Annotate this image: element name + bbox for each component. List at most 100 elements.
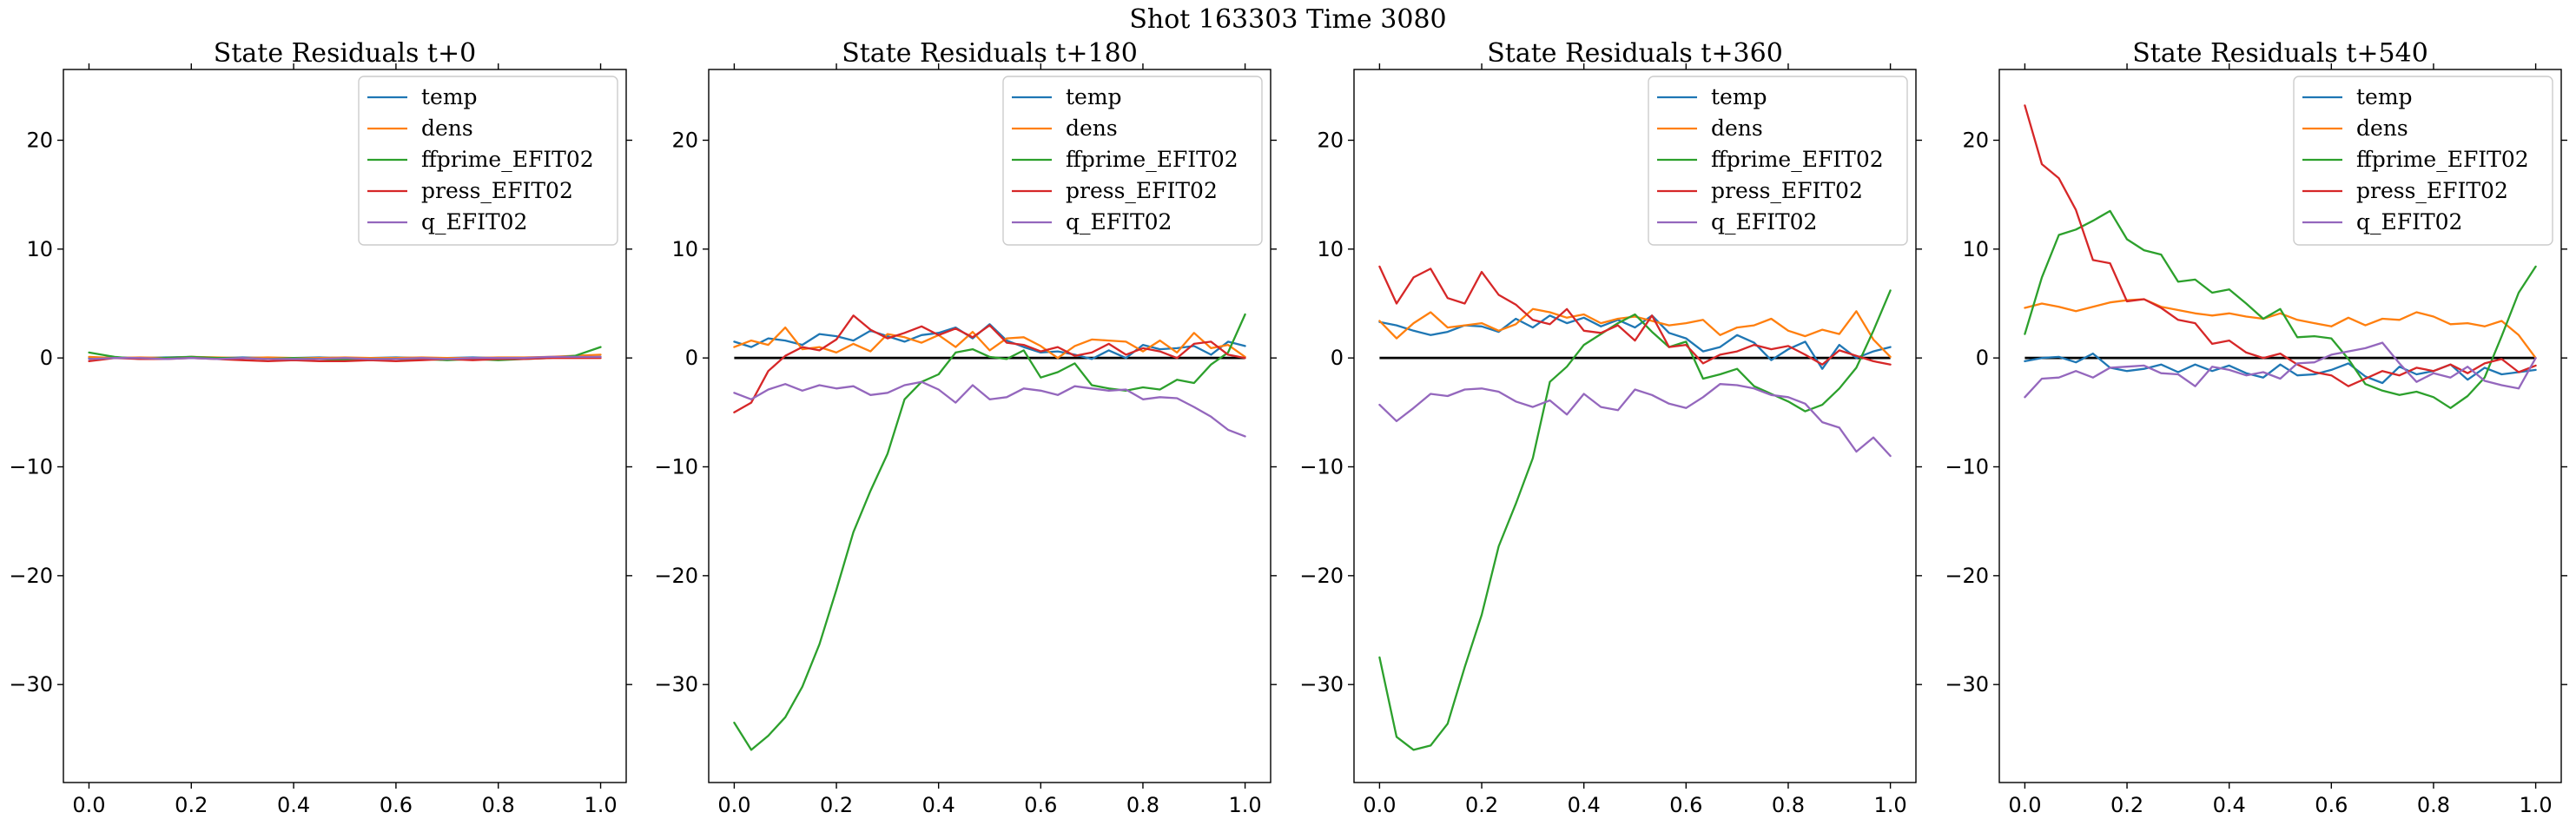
- x-tick-label: 0.0: [717, 793, 750, 817]
- figure-suptitle: Shot 163303 Time 3080: [1129, 4, 1446, 35]
- y-tick-label: 20: [1317, 128, 1344, 152]
- legend-label-temp: temp: [421, 84, 478, 109]
- x-tick-label: 1.0: [1229, 793, 1262, 817]
- legend-label-q-efit02: q_EFIT02: [1711, 209, 1817, 234]
- axes-frame: [1998, 69, 2562, 783]
- legend-label-q-efit02: q_EFIT02: [2356, 209, 2462, 234]
- legend-label-dens: dens: [2356, 116, 2408, 141]
- x-tick-label: 0.6: [380, 793, 413, 817]
- legend-label-press-efit02: press_EFIT02: [421, 178, 573, 203]
- x-tick-label: 1.0: [2520, 793, 2553, 817]
- series-line-dens: [1378, 307, 1892, 359]
- legend-label-temp: temp: [1711, 84, 1767, 109]
- axes-frame: [63, 69, 627, 783]
- x-tick-label: 0.4: [922, 793, 955, 817]
- y-tick-label: −30: [1299, 672, 1344, 697]
- y-tick-label: 0: [1331, 346, 1344, 370]
- y-tick-label: −20: [654, 564, 698, 588]
- legend-label-q-efit02: q_EFIT02: [421, 209, 527, 234]
- panel-title: State Residuals t+180: [842, 38, 1138, 69]
- series-line-q-efit02: [733, 380, 1246, 438]
- panel-title: State Residuals t+0: [214, 38, 476, 69]
- x-tick-label: 0.0: [2008, 793, 2041, 817]
- x-tick-label: 0.2: [1465, 793, 1498, 817]
- series-line-ffprime-efit02: [2024, 209, 2537, 409]
- y-tick-label: −10: [1945, 455, 1989, 479]
- y-tick-label: 20: [1962, 128, 1989, 152]
- legend-label-ffprime-efit02: ffprime_EFIT02: [1066, 147, 1238, 172]
- x-tick-label: 1.0: [584, 793, 617, 817]
- legend-label-press-efit02: press_EFIT02: [1066, 178, 1218, 203]
- x-tick-label: 0.8: [1772, 793, 1805, 817]
- series-line-q-efit02: [1378, 383, 1892, 458]
- x-tick-label: 0.8: [482, 793, 515, 817]
- chart-panel-3: State Residuals t+540 0.0 0.2 0.4 0.6 0.8 1.0 2…: [1945, 38, 2567, 817]
- y-tick-label: 20: [26, 128, 53, 152]
- y-tick-label: 20: [671, 128, 698, 152]
- y-tick-label: 0: [685, 346, 698, 370]
- legend-label-temp: temp: [2356, 84, 2413, 109]
- legend-label-ffprime-efit02: ffprime_EFIT02: [2356, 147, 2529, 172]
- series-line-q-efit02: [88, 355, 602, 360]
- series-line-press-efit02: [1378, 265, 1892, 366]
- series-line-press-efit02: [2024, 104, 2537, 387]
- legend: temp dens ffprime_EFIT02 press_EFIT02 q_EFIT…: [1002, 76, 1263, 246]
- x-tick-label: 0.6: [2315, 793, 2348, 817]
- legend: temp dens ffprime_EFIT02 press_EFIT02 q_EFIT…: [358, 76, 618, 246]
- legend: temp dens ffprime_EFIT02 press_EFIT02 q_EFIT…: [1648, 76, 1908, 246]
- series-line-dens: [2024, 298, 2537, 360]
- y-tick-label: 10: [1317, 237, 1344, 261]
- y-tick-label: 10: [671, 237, 698, 261]
- x-tick-label: 0.4: [2213, 793, 2246, 817]
- x-tick-label: 0.4: [1568, 793, 1601, 817]
- legend-box: [1648, 76, 1908, 246]
- legend-label-dens: dens: [1711, 116, 1763, 141]
- x-tick-label: 0.0: [72, 793, 105, 817]
- legend-label-q-efit02: q_EFIT02: [1066, 209, 1172, 234]
- panel-title: State Residuals t+360: [1487, 38, 1783, 69]
- legend-label-dens: dens: [421, 116, 473, 141]
- y-tick-label: −20: [1299, 564, 1344, 588]
- chart-panel-0: State Residuals t+0 0.0 0.2 0.4 0.6 0.8 1.0 20 1…: [9, 38, 632, 817]
- legend-label-ffprime-efit02: ffprime_EFIT02: [1711, 147, 1884, 172]
- series-line-temp: [1378, 314, 1892, 370]
- y-tick-label: 10: [26, 237, 53, 261]
- x-tick-label: 0.6: [1024, 793, 1057, 817]
- y-tick-label: −20: [1945, 564, 1989, 588]
- x-tick-label: 0.8: [2417, 793, 2450, 817]
- y-tick-label: −30: [9, 672, 53, 697]
- series-line-temp: [733, 323, 1246, 360]
- legend: temp dens ffprime_EFIT02 press_EFIT02 q_EFIT…: [2293, 76, 2553, 246]
- series-line-press-efit02: [733, 314, 1246, 413]
- y-tick-label: −10: [9, 455, 53, 479]
- x-tick-label: 0.8: [1126, 793, 1159, 817]
- y-tick-label: 10: [1962, 237, 1989, 261]
- y-tick-label: −10: [654, 455, 698, 479]
- x-tick-label: 0.2: [2110, 793, 2143, 817]
- x-tick-label: 0.0: [1363, 793, 1396, 817]
- series-line-ffprime-efit02: [1378, 289, 1892, 751]
- series-line-ffprime-efit02: [733, 313, 1246, 751]
- legend-label-press-efit02: press_EFIT02: [1711, 178, 1863, 203]
- y-tick-label: −10: [1299, 455, 1344, 479]
- legend-label-dens: dens: [1066, 116, 1118, 141]
- axes-frame: [708, 69, 1271, 783]
- y-tick-label: −20: [9, 564, 53, 588]
- y-tick-label: −30: [654, 672, 698, 697]
- y-tick-label: 0: [40, 346, 53, 370]
- legend-label-temp: temp: [1066, 84, 1122, 109]
- y-tick-label: −30: [1945, 672, 1989, 697]
- x-tick-label: 1.0: [1874, 793, 1907, 817]
- x-tick-label: 0.6: [1669, 793, 1702, 817]
- chart-panel-2: State Residuals t+360 0.0 0.2 0.4 0.6 0.8 1.0 2…: [1299, 38, 1922, 817]
- y-tick-label: 0: [1976, 346, 1989, 370]
- series-line-dens: [733, 326, 1246, 360]
- legend-box: [1002, 76, 1263, 246]
- x-tick-label: 0.2: [175, 793, 208, 817]
- legend-box: [2293, 76, 2553, 246]
- x-tick-label: 0.4: [277, 793, 310, 817]
- legend-box: [358, 76, 618, 246]
- chart-panel-1: State Residuals t+180 0.0 0.2 0.4 0.6 0.8 1.0 2…: [654, 38, 1277, 817]
- panel-title: State Residuals t+540: [2132, 38, 2428, 69]
